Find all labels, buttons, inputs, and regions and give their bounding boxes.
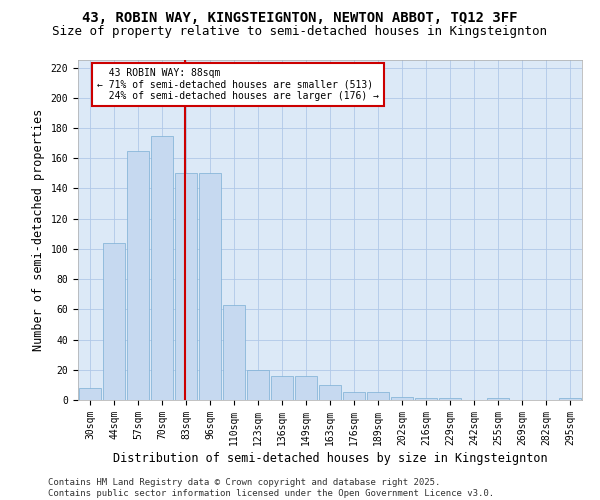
Text: 43, ROBIN WAY, KINGSTEIGNTON, NEWTON ABBOT, TQ12 3FF: 43, ROBIN WAY, KINGSTEIGNTON, NEWTON ABB… [82, 11, 518, 25]
Bar [343, 392, 365, 400]
Bar [127, 150, 149, 400]
Bar [79, 388, 101, 400]
Bar [175, 174, 197, 400]
Bar [487, 398, 509, 400]
Bar [391, 397, 413, 400]
Text: 43 ROBIN WAY: 88sqm
← 71% of semi-detached houses are smaller (513)
  24% of sem: 43 ROBIN WAY: 88sqm ← 71% of semi-detach… [97, 68, 379, 101]
Bar [559, 398, 581, 400]
Bar [223, 305, 245, 400]
Bar [295, 376, 317, 400]
Bar [103, 243, 125, 400]
Bar [439, 398, 461, 400]
Bar [415, 398, 437, 400]
Bar [367, 392, 389, 400]
Text: Size of property relative to semi-detached houses in Kingsteignton: Size of property relative to semi-detach… [53, 25, 548, 38]
Text: Contains HM Land Registry data © Crown copyright and database right 2025.
Contai: Contains HM Land Registry data © Crown c… [48, 478, 494, 498]
Bar [247, 370, 269, 400]
Bar [199, 174, 221, 400]
Bar [151, 136, 173, 400]
Bar [271, 376, 293, 400]
Y-axis label: Number of semi-detached properties: Number of semi-detached properties [32, 109, 45, 351]
Bar [319, 385, 341, 400]
X-axis label: Distribution of semi-detached houses by size in Kingsteignton: Distribution of semi-detached houses by … [113, 452, 547, 465]
